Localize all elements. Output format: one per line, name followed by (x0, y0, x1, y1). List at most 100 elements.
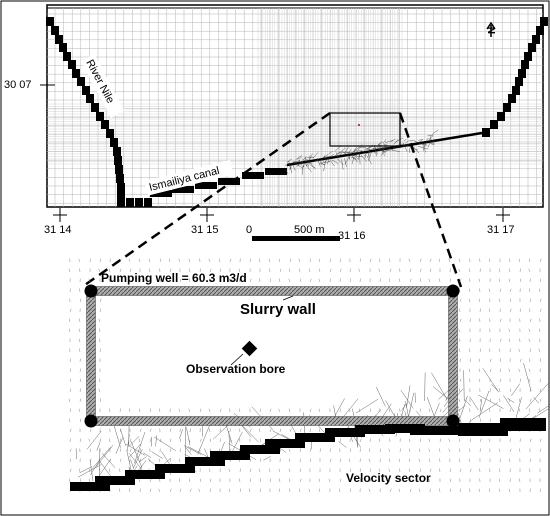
velocity-arrow (419, 268, 422, 273)
velocity-arrow (119, 428, 122, 433)
velocity-arrow (149, 438, 152, 443)
pumping-well-label: Pumping well = 60.3 m3/d (101, 271, 247, 285)
scale-end-label: 500 m (294, 224, 325, 236)
velocity-vector (120, 428, 127, 446)
velocity-arrow (288, 458, 291, 463)
lon-label-1: 31 14 (44, 224, 72, 236)
velocity-vector (392, 146, 399, 148)
velocity-arrow (448, 438, 451, 443)
velocity-arrow (339, 258, 342, 263)
velocity-arrow (339, 268, 342, 273)
velocity-arrow (469, 468, 472, 473)
velocity-arrow (188, 278, 191, 283)
velocity-arrow (99, 308, 101, 313)
velocity-arrow (238, 278, 241, 283)
velocity-arrow (459, 488, 461, 493)
velocity-arrow (139, 428, 142, 433)
velocity-vector (289, 166, 292, 171)
velocity-arrow (159, 278, 162, 283)
velocity-arrow (438, 258, 441, 263)
velocity-arrow (459, 348, 461, 353)
velocity-vector (334, 151, 341, 157)
velocity-vector (204, 448, 209, 458)
velocity-arrow (498, 278, 501, 283)
velocity-arrow (289, 428, 292, 433)
velocity-vector (295, 154, 302, 160)
velocity-vector (478, 390, 490, 418)
velocity-arrow (339, 478, 342, 483)
velocity-arrow (249, 428, 252, 433)
velocity-vector (385, 140, 394, 143)
velocity-vector (357, 149, 365, 153)
velocity-vector (354, 149, 360, 153)
velocity-arrow (528, 268, 531, 273)
velocity-arrow (468, 298, 471, 303)
observation-bore-label: Observation bore (186, 362, 286, 376)
velocity-arrow (519, 308, 522, 313)
velocity-arrow (288, 478, 291, 483)
velocity-vector (533, 396, 539, 404)
velocity-vector (322, 153, 329, 159)
canal-cell (295, 433, 335, 442)
velocity-vector (330, 161, 335, 167)
velocity-arrow (119, 258, 122, 263)
velocity-vector (115, 437, 124, 454)
velocity-vector (364, 151, 369, 156)
canal-cell (70, 482, 110, 491)
velocity-arrow (418, 488, 421, 493)
velocity-vector (300, 161, 304, 166)
velocity-arrow (89, 428, 92, 433)
canal-cell (218, 178, 240, 185)
slurry-wall (86, 286, 458, 426)
north-label: N (487, 27, 498, 34)
velocity-vector (409, 139, 416, 142)
velocity-arrow (269, 478, 272, 483)
canal-cell (458, 423, 508, 436)
velocity-arrow (409, 278, 412, 283)
velocity-vector (329, 159, 332, 163)
velocity-arrow (109, 408, 111, 413)
velocity-arrow (428, 438, 431, 443)
canal-cell (385, 424, 425, 433)
velocity-arrow (149, 478, 152, 483)
velocity-arrow (169, 438, 172, 443)
velocity-arrow (519, 278, 522, 283)
velocity-arrow (298, 258, 301, 263)
velocity-arrow (389, 268, 392, 273)
velocity-arrow (299, 428, 302, 433)
velocity-arrow (469, 358, 472, 363)
velocity-arrow (479, 348, 482, 353)
velocity-arrow (348, 408, 351, 413)
velocity-vector (418, 139, 423, 143)
velocity-arrow (68, 478, 71, 483)
velocity-arrow (79, 388, 81, 393)
velocity-arrow (229, 258, 232, 263)
velocity-arrow (69, 428, 72, 433)
velocity-vector (293, 160, 300, 166)
velocity-arrow (539, 398, 542, 403)
velocity-vector (352, 153, 354, 158)
velocity-arrow (388, 448, 391, 453)
river-cell (515, 77, 523, 86)
river-cell (77, 77, 85, 86)
velocity-arrow (269, 408, 272, 413)
velocity-arrow (278, 258, 281, 263)
river-cell (532, 35, 540, 44)
velocity-arrow (459, 388, 461, 393)
velocity-vector (153, 436, 176, 451)
canal-cell (195, 182, 217, 189)
velocity-vector (482, 368, 499, 393)
velocity-vector (401, 403, 407, 411)
velocity-arrow (118, 488, 121, 493)
velocity-arrow (278, 468, 281, 473)
velocity-arrow (69, 368, 71, 373)
velocity-vector (97, 459, 111, 478)
velocity-arrow (318, 408, 321, 413)
velocity-arrow (529, 298, 532, 303)
velocity-vector (220, 442, 225, 452)
velocity-arrow (108, 278, 111, 283)
canal-cell (242, 172, 264, 179)
velocity-arrow (119, 458, 122, 463)
velocity-arrow (538, 288, 541, 293)
